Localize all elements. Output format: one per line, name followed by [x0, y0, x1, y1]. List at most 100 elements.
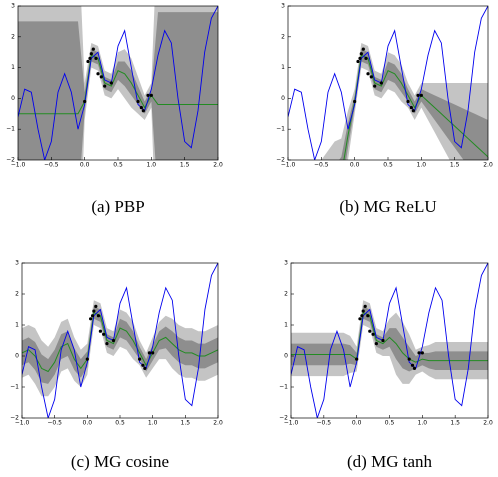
data-point [379, 81, 383, 85]
data-point [89, 52, 93, 56]
data-point [373, 84, 377, 88]
x-tick-label: −1.0 [11, 162, 26, 169]
y-tick-label: 0 [11, 95, 15, 102]
true-function-line [288, 6, 488, 160]
data-point [363, 304, 367, 308]
x-tick-label: 1.5 [181, 420, 191, 427]
x-tick-label: −1.0 [281, 162, 296, 169]
data-point [89, 317, 93, 321]
mean-line [22, 311, 218, 373]
plot-content [18, 6, 218, 160]
mean-line [291, 311, 488, 363]
data-point [360, 314, 364, 318]
true-function-line [18, 6, 218, 160]
uncertainty-band [22, 300, 218, 397]
caption: (b) MG ReLU [339, 197, 436, 216]
caption: (d) MG tanh [347, 452, 432, 471]
y-tick-label: 3 [284, 260, 288, 267]
data-point [90, 314, 95, 318]
y-tick-label: 0 [284, 353, 288, 360]
data-point [420, 351, 424, 355]
x-tick-label: 1.0 [148, 420, 158, 427]
data-point [419, 93, 423, 97]
data-point [102, 332, 106, 336]
x-tick-label: 0.0 [80, 162, 90, 169]
y-tick-label: 2 [11, 33, 15, 40]
data-point [359, 52, 363, 56]
data-point [99, 75, 103, 79]
data-point [374, 342, 378, 346]
data-point [146, 93, 150, 97]
data-point [416, 93, 420, 97]
data-point [417, 351, 421, 355]
data-point [371, 332, 375, 336]
data-point [356, 59, 360, 64]
x-tick-label: 2.0 [483, 420, 493, 427]
data-point [98, 329, 102, 333]
x-tick-label: −0.5 [314, 162, 329, 169]
y-tick-label: −2 [10, 415, 19, 422]
data-point [143, 366, 147, 370]
x-tick-label: 0.5 [383, 162, 393, 169]
data-point [410, 363, 415, 367]
uncertainty-band [18, 12, 218, 160]
data-point [406, 99, 410, 104]
data-point [109, 81, 113, 85]
data-point [91, 47, 95, 51]
y-tick-label: 0 [281, 95, 285, 102]
x-tick-label: 2.0 [483, 162, 493, 169]
panel: −1.0 −0.5 0.0 0.5 1.0 1.5 2.0 −2 −1 0 1 2 3 (c) MG co… [10, 260, 223, 471]
data-point [369, 75, 373, 79]
y-tick-label: −1 [6, 126, 15, 133]
true-function-line [22, 263, 218, 418]
y-tick-label: 1 [281, 64, 285, 71]
data-point [147, 351, 151, 355]
uncertainty-band [22, 306, 218, 384]
x-tick-label: 0.5 [385, 420, 395, 427]
x-tick-label: −0.5 [317, 420, 332, 427]
data-point [407, 357, 411, 361]
caption: (a) PBP [91, 197, 144, 216]
data-point [411, 109, 415, 113]
x-tick-label: −0.5 [47, 420, 62, 427]
data-point [94, 56, 98, 60]
data-point [103, 84, 107, 88]
x-tick-label: −0.5 [44, 162, 59, 169]
y-tick-label: 3 [281, 3, 285, 10]
y-tick-label: −2 [276, 157, 285, 164]
panel: −1.0 −0.5 0.0 0.5 1.0 1.5 2.0 −2 −1 0 1 2 3 (d) MG ta… [279, 260, 493, 471]
y-tick-label: 3 [11, 3, 15, 10]
y-tick-label: −1 [10, 384, 19, 391]
data-point [139, 106, 143, 110]
caption: (c) MG cosine [71, 452, 169, 471]
data-point [111, 338, 116, 343]
data-point [94, 304, 98, 308]
data-point [358, 317, 362, 321]
data-point [141, 109, 145, 113]
data-point [366, 72, 370, 76]
data-point [136, 99, 140, 104]
data-point [96, 72, 100, 76]
data-point [361, 309, 365, 313]
data-point [366, 314, 370, 318]
data-point [353, 99, 357, 104]
data-point [364, 56, 368, 60]
data-point [412, 366, 417, 370]
x-tick-label: −1.0 [15, 420, 30, 427]
x-tick-label: −1.0 [284, 420, 299, 427]
plot-content [22, 263, 218, 418]
data-point [83, 99, 87, 104]
data-point [149, 93, 153, 97]
data-point [88, 56, 92, 60]
x-tick-label: 1.5 [450, 420, 460, 427]
data-point [358, 56, 362, 60]
mean-line [18, 54, 218, 115]
x-tick-label: 2.0 [213, 420, 223, 427]
data-point [105, 342, 109, 346]
x-tick-label: 0.0 [352, 420, 362, 427]
plot-content [291, 263, 488, 418]
x-tick-label: 0.0 [350, 162, 360, 169]
x-tick-label: 0.5 [113, 162, 123, 169]
data-point [138, 357, 142, 361]
y-tick-label: 1 [11, 64, 15, 71]
